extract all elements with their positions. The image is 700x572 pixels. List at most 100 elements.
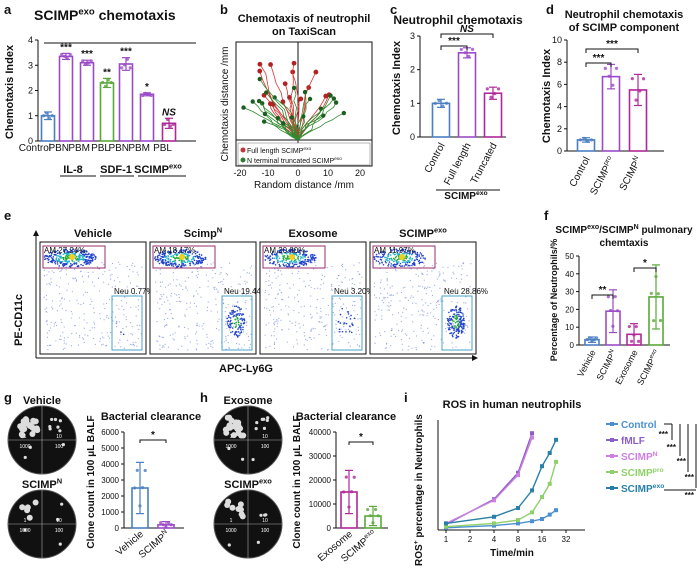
data-point: [589, 138, 594, 142]
colony: [23, 528, 27, 532]
flow-event: [450, 309, 452, 311]
dilution-label: 100: [55, 444, 64, 450]
y-tick-label: 6000: [101, 428, 119, 437]
flow-event: [246, 333, 248, 335]
flow-event: [212, 342, 214, 344]
flow-event: [170, 292, 173, 295]
flow-event-am: [72, 248, 75, 251]
data-point: [120, 66, 124, 70]
flow-event: [109, 298, 111, 301]
flow-event: [116, 326, 118, 328]
flow-event: [269, 309, 271, 311]
flow-event: [387, 296, 389, 299]
bar: [118, 63, 134, 142]
flow-event-am: [68, 251, 71, 253]
flow-event: [199, 286, 201, 289]
flow-event: [332, 303, 334, 305]
data-point: [133, 486, 137, 490]
flow-event: [273, 331, 275, 333]
flow-event-am: [89, 261, 92, 263]
flow-event-am: [80, 254, 82, 257]
flow-event-am: [183, 252, 186, 255]
y-tick-label: 6: [557, 79, 562, 89]
flow-event: [440, 338, 442, 340]
flow-event: [162, 263, 165, 266]
flow-event: [114, 316, 117, 318]
flow-event-am: [75, 249, 77, 252]
flow-event-neu: [232, 315, 235, 318]
data-point: [441, 104, 445, 108]
flow-event-am: [414, 259, 416, 261]
flow-event-neu: [236, 331, 238, 333]
x-tick-label: PBL: [91, 143, 110, 154]
flow-event-am: [292, 261, 295, 263]
bar: [431, 102, 451, 138]
flow-event: [232, 305, 234, 308]
flow-event-am: [390, 265, 392, 267]
flow-event: [80, 303, 82, 306]
flow-event-am: [45, 255, 48, 258]
flow-event: [320, 310, 322, 312]
flow-event: [128, 275, 130, 277]
flow-event: [170, 312, 172, 315]
flow-event: [342, 263, 344, 265]
y-axis-label: Clone count in 100 μL BALF: [86, 415, 97, 548]
flow-event: [415, 349, 417, 351]
significance-bracket: [591, 294, 614, 299]
flow-event-am: [191, 253, 194, 255]
flow-event-am: [73, 252, 76, 255]
data-point: [165, 117, 170, 122]
flow-event: [50, 281, 52, 283]
flow-event-am: [57, 254, 59, 257]
flow-event: [84, 291, 86, 293]
flow-event-am: [387, 255, 390, 258]
data-point: [373, 507, 378, 512]
flow-event: [378, 297, 381, 299]
series-point: [554, 459, 559, 464]
flow-event-am: [411, 264, 413, 267]
flow-event: [332, 311, 334, 314]
flow-event-am: [158, 254, 161, 256]
flow-event: [129, 322, 132, 324]
flow-event-neu: [453, 327, 456, 329]
flow-event: [465, 302, 467, 304]
flow-event-am: [294, 261, 296, 264]
flow-event: [374, 319, 376, 321]
flow-event-am: [81, 256, 84, 259]
data-point: [609, 308, 613, 313]
trajectory-truncated: [291, 117, 299, 141]
flow-event: [344, 277, 346, 279]
flow-event-neu: [447, 322, 449, 325]
significance-bracket: [440, 45, 468, 50]
flow-event: [58, 268, 60, 270]
data-point: [106, 78, 110, 82]
flow-event-neu: [234, 318, 236, 321]
flow-event: [123, 347, 125, 349]
flow-event: [187, 335, 189, 337]
flow-event-am: [202, 259, 204, 261]
x-tick-label: 32: [562, 535, 571, 544]
colony: [235, 505, 242, 512]
flow-event: [281, 298, 283, 300]
flow-event: [212, 262, 214, 264]
flow-event: [225, 338, 227, 340]
data-point: [349, 490, 354, 494]
data-point: [164, 525, 168, 529]
flow-event: [115, 267, 117, 269]
flow-event-am: [385, 258, 387, 261]
flow-event: [110, 331, 112, 334]
flow-event: [99, 313, 101, 315]
flow-event: [197, 273, 200, 275]
flow-event: [92, 271, 94, 273]
flow-event: [287, 296, 290, 298]
flow-event: [388, 302, 390, 304]
y-tick-label: 4: [557, 102, 562, 112]
flow-event-am: [295, 251, 298, 254]
flow-event: [296, 294, 299, 296]
flow-event: [164, 286, 167, 288]
flow-event: [466, 289, 468, 291]
flow-event: [380, 293, 382, 295]
flow-event-am: [167, 257, 170, 260]
flow-event: [356, 313, 359, 316]
flow-event-neu: [448, 317, 451, 320]
